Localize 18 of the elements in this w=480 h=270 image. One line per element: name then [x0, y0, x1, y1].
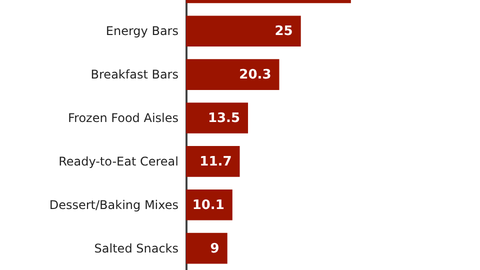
- data-label: 20.3: [239, 68, 272, 83]
- bar: [186, 189, 232, 220]
- y-tick-label: Salted Snacks: [94, 241, 178, 256]
- y-tick-label: Energy Bars: [106, 24, 178, 38]
- data-label: 9: [210, 241, 220, 256]
- data-label: 11.7: [200, 154, 232, 170]
- data-label: 25: [274, 24, 293, 40]
- y-tick-label: Breakfast Bars: [90, 68, 178, 82]
- bar: [186, 232, 228, 264]
- bar: [186, 146, 240, 177]
- y-tick-label: Frozen Food Aisles: [68, 111, 178, 125]
- y-tick-label: Ready-to-Eat Cereal: [58, 154, 178, 168]
- data-label: 13.5: [208, 111, 240, 126]
- y-tick-label: Dessert/Baking Mixes: [49, 198, 178, 212]
- bar: [186, 16, 301, 47]
- bar: [186, 59, 280, 90]
- data-label: 10.1: [192, 198, 224, 213]
- bar: [186, 102, 248, 134]
